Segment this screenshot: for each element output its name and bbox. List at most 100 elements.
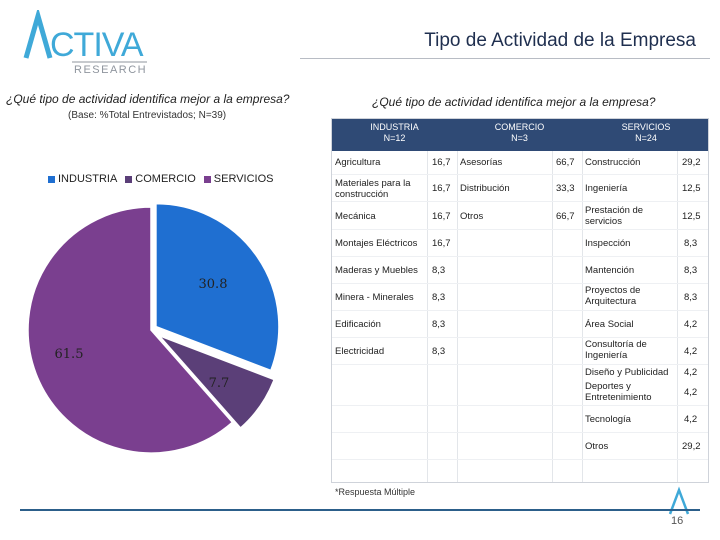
activa-research-logo: CTIVA RESEARCH	[23, 10, 147, 76]
servicios-label-2: Ingeniería	[585, 183, 628, 194]
pie-data-label-comercio: 7.7	[209, 376, 230, 391]
legend-swatch-industria	[48, 175, 55, 183]
industria-label-8: Electricidad	[335, 346, 385, 357]
industria-value-4: 16,7	[432, 238, 451, 249]
legend-label-industria: INDUSTRIA	[58, 173, 118, 185]
svg-text:CTIVA: CTIVA	[50, 26, 144, 64]
table-header: INDUSTRIA N=12 COMERCIO N=3 SERVICIOS N=…	[332, 119, 708, 151]
servicios-label-11: Tecnología	[585, 414, 631, 425]
activity-table: INDUSTRIA N=12 COMERCIO N=3 SERVICIOS N=…	[331, 118, 709, 483]
header-industria-name: INDUSTRIA	[370, 122, 419, 132]
servicios-value-6: 8,3	[684, 292, 698, 303]
row-divider	[332, 337, 708, 338]
column-divider	[457, 151, 458, 482]
servicios-label-8: Consultoría de Ingeniería	[585, 339, 647, 361]
pie-question: ¿Qué tipo de actividad identifica mejor …	[6, 92, 290, 106]
footer-divider	[20, 509, 700, 511]
column-divider	[677, 151, 678, 482]
header-comercio-n: N=3	[511, 133, 528, 143]
header-industria: INDUSTRIA N=12	[332, 122, 457, 144]
servicios-value-2: 12,5	[682, 183, 701, 194]
legend-swatch-servicios	[203, 175, 211, 183]
servicios-label-5: Mantención	[585, 265, 635, 276]
servicios-value-5: 8,3	[684, 265, 698, 276]
servicios-label-12: Otros	[585, 441, 609, 452]
servicios-value-9: 4,2	[684, 367, 698, 378]
servicios-label-1: Construcción	[585, 157, 641, 168]
industria-label-6: Minera - Minerales	[335, 292, 414, 303]
industria-value-2: 16,7	[432, 183, 451, 194]
servicios-label-6: Proyectos de Arquitectura	[585, 285, 641, 307]
pie-data-label-servicios: 61.5	[55, 347, 84, 362]
header-comercio: COMERCIO N=3	[457, 122, 582, 144]
servicios-label-3: Prestación de servicios	[585, 205, 644, 227]
row-divider	[332, 201, 708, 202]
row-divider	[332, 283, 708, 284]
column-divider	[552, 151, 553, 482]
industria-value-8: 8,3	[432, 346, 446, 357]
header-servicios-n: N=24	[635, 133, 657, 143]
row-divider	[332, 310, 708, 311]
comercio-value-3: 66,7	[556, 211, 575, 222]
svg-text:RESEARCH: RESEARCH	[74, 64, 147, 76]
servicios-value-4: 8,3	[684, 238, 698, 249]
legend-item-servicios: SERVICIOS	[203, 173, 274, 185]
legend-label-comercio: COMERCIO	[135, 173, 196, 185]
industria-value-7: 8,3	[432, 319, 446, 330]
servicios-value-12: 29,2	[682, 441, 701, 452]
industria-label-4: Montajes Eléctricos	[335, 238, 418, 249]
row-divider	[332, 364, 708, 365]
servicios-label-7: Área Social	[585, 319, 634, 330]
industria-value-5: 8,3	[432, 265, 446, 276]
header-servicios-name: SERVICIOS	[621, 122, 671, 132]
industria-label-3: Mecánica	[335, 211, 376, 222]
row-divider	[332, 174, 708, 175]
comercio-label-2: Distribución	[460, 183, 510, 194]
industria-label-7: Edificación	[335, 319, 381, 330]
industria-label-5: Maderas y Muebles	[335, 265, 418, 276]
servicios-label-4: Inspección	[585, 238, 631, 249]
footnote: *Respuesta Múltiple	[335, 487, 416, 497]
row-divider	[332, 405, 708, 406]
footer-logo-icon	[668, 486, 690, 515]
industria-value-6: 8,3	[432, 292, 446, 303]
row-divider	[332, 432, 708, 433]
pie-slice-comercio	[158, 334, 276, 430]
comercio-label-1: Asesorías	[460, 157, 503, 168]
servicios-value-8: 4,2	[684, 346, 698, 357]
servicios-value-10: 4,2	[684, 387, 698, 398]
legend-item-comercio: COMERCIO	[125, 173, 196, 185]
pie-slice-industria	[155, 202, 280, 372]
legend-item-industria: INDUSTRIA	[48, 173, 117, 185]
servicios-value-11: 4,2	[684, 414, 698, 425]
pie-slice-servicios	[27, 206, 234, 454]
slide-title: Tipo de Actividad de la Empresa	[424, 30, 696, 51]
pie-data-label-industria: 30.8	[199, 277, 228, 292]
legend-label-servicios: SERVICIOS	[213, 173, 274, 185]
header-servicios: SERVICIOS N=24	[582, 122, 710, 144]
legend-swatch-comercio	[125, 175, 133, 183]
header-comercio-name: COMERCIO	[494, 122, 545, 132]
row-divider	[332, 459, 708, 460]
column-divider	[582, 151, 583, 482]
comercio-value-1: 66,7	[556, 157, 575, 168]
pie-chart: 30.8 7.7 61.5	[27, 202, 280, 454]
pie-base: (Base: %Total Entrevistados; N=39)	[68, 110, 227, 121]
industria-label-2: Materiales para la construcción	[335, 178, 411, 200]
pie-legend: INDUSTRIA COMERCIO SERVICIOS	[48, 173, 274, 185]
servicios-value-7: 4,2	[684, 319, 698, 330]
comercio-value-2: 33,3	[556, 183, 575, 194]
table-question: ¿Qué tipo de actividad identifica mejor …	[372, 95, 656, 109]
servicios-value-3: 12,5	[682, 211, 701, 222]
servicios-label-9: Diseño y Publicidad	[585, 367, 669, 378]
row-divider	[332, 229, 708, 230]
page-number: 16	[671, 515, 684, 527]
column-divider	[427, 151, 428, 482]
row-divider	[332, 256, 708, 257]
servicios-label-10: Deportes y Entretenimiento	[585, 381, 652, 403]
comercio-label-3: Otros	[460, 211, 484, 222]
header-industria-n: N=12	[383, 133, 406, 143]
industria-value-3: 16,7	[432, 211, 451, 222]
industria-label-1: Agricultura	[335, 157, 381, 168]
servicios-value-1: 29,2	[682, 157, 701, 168]
